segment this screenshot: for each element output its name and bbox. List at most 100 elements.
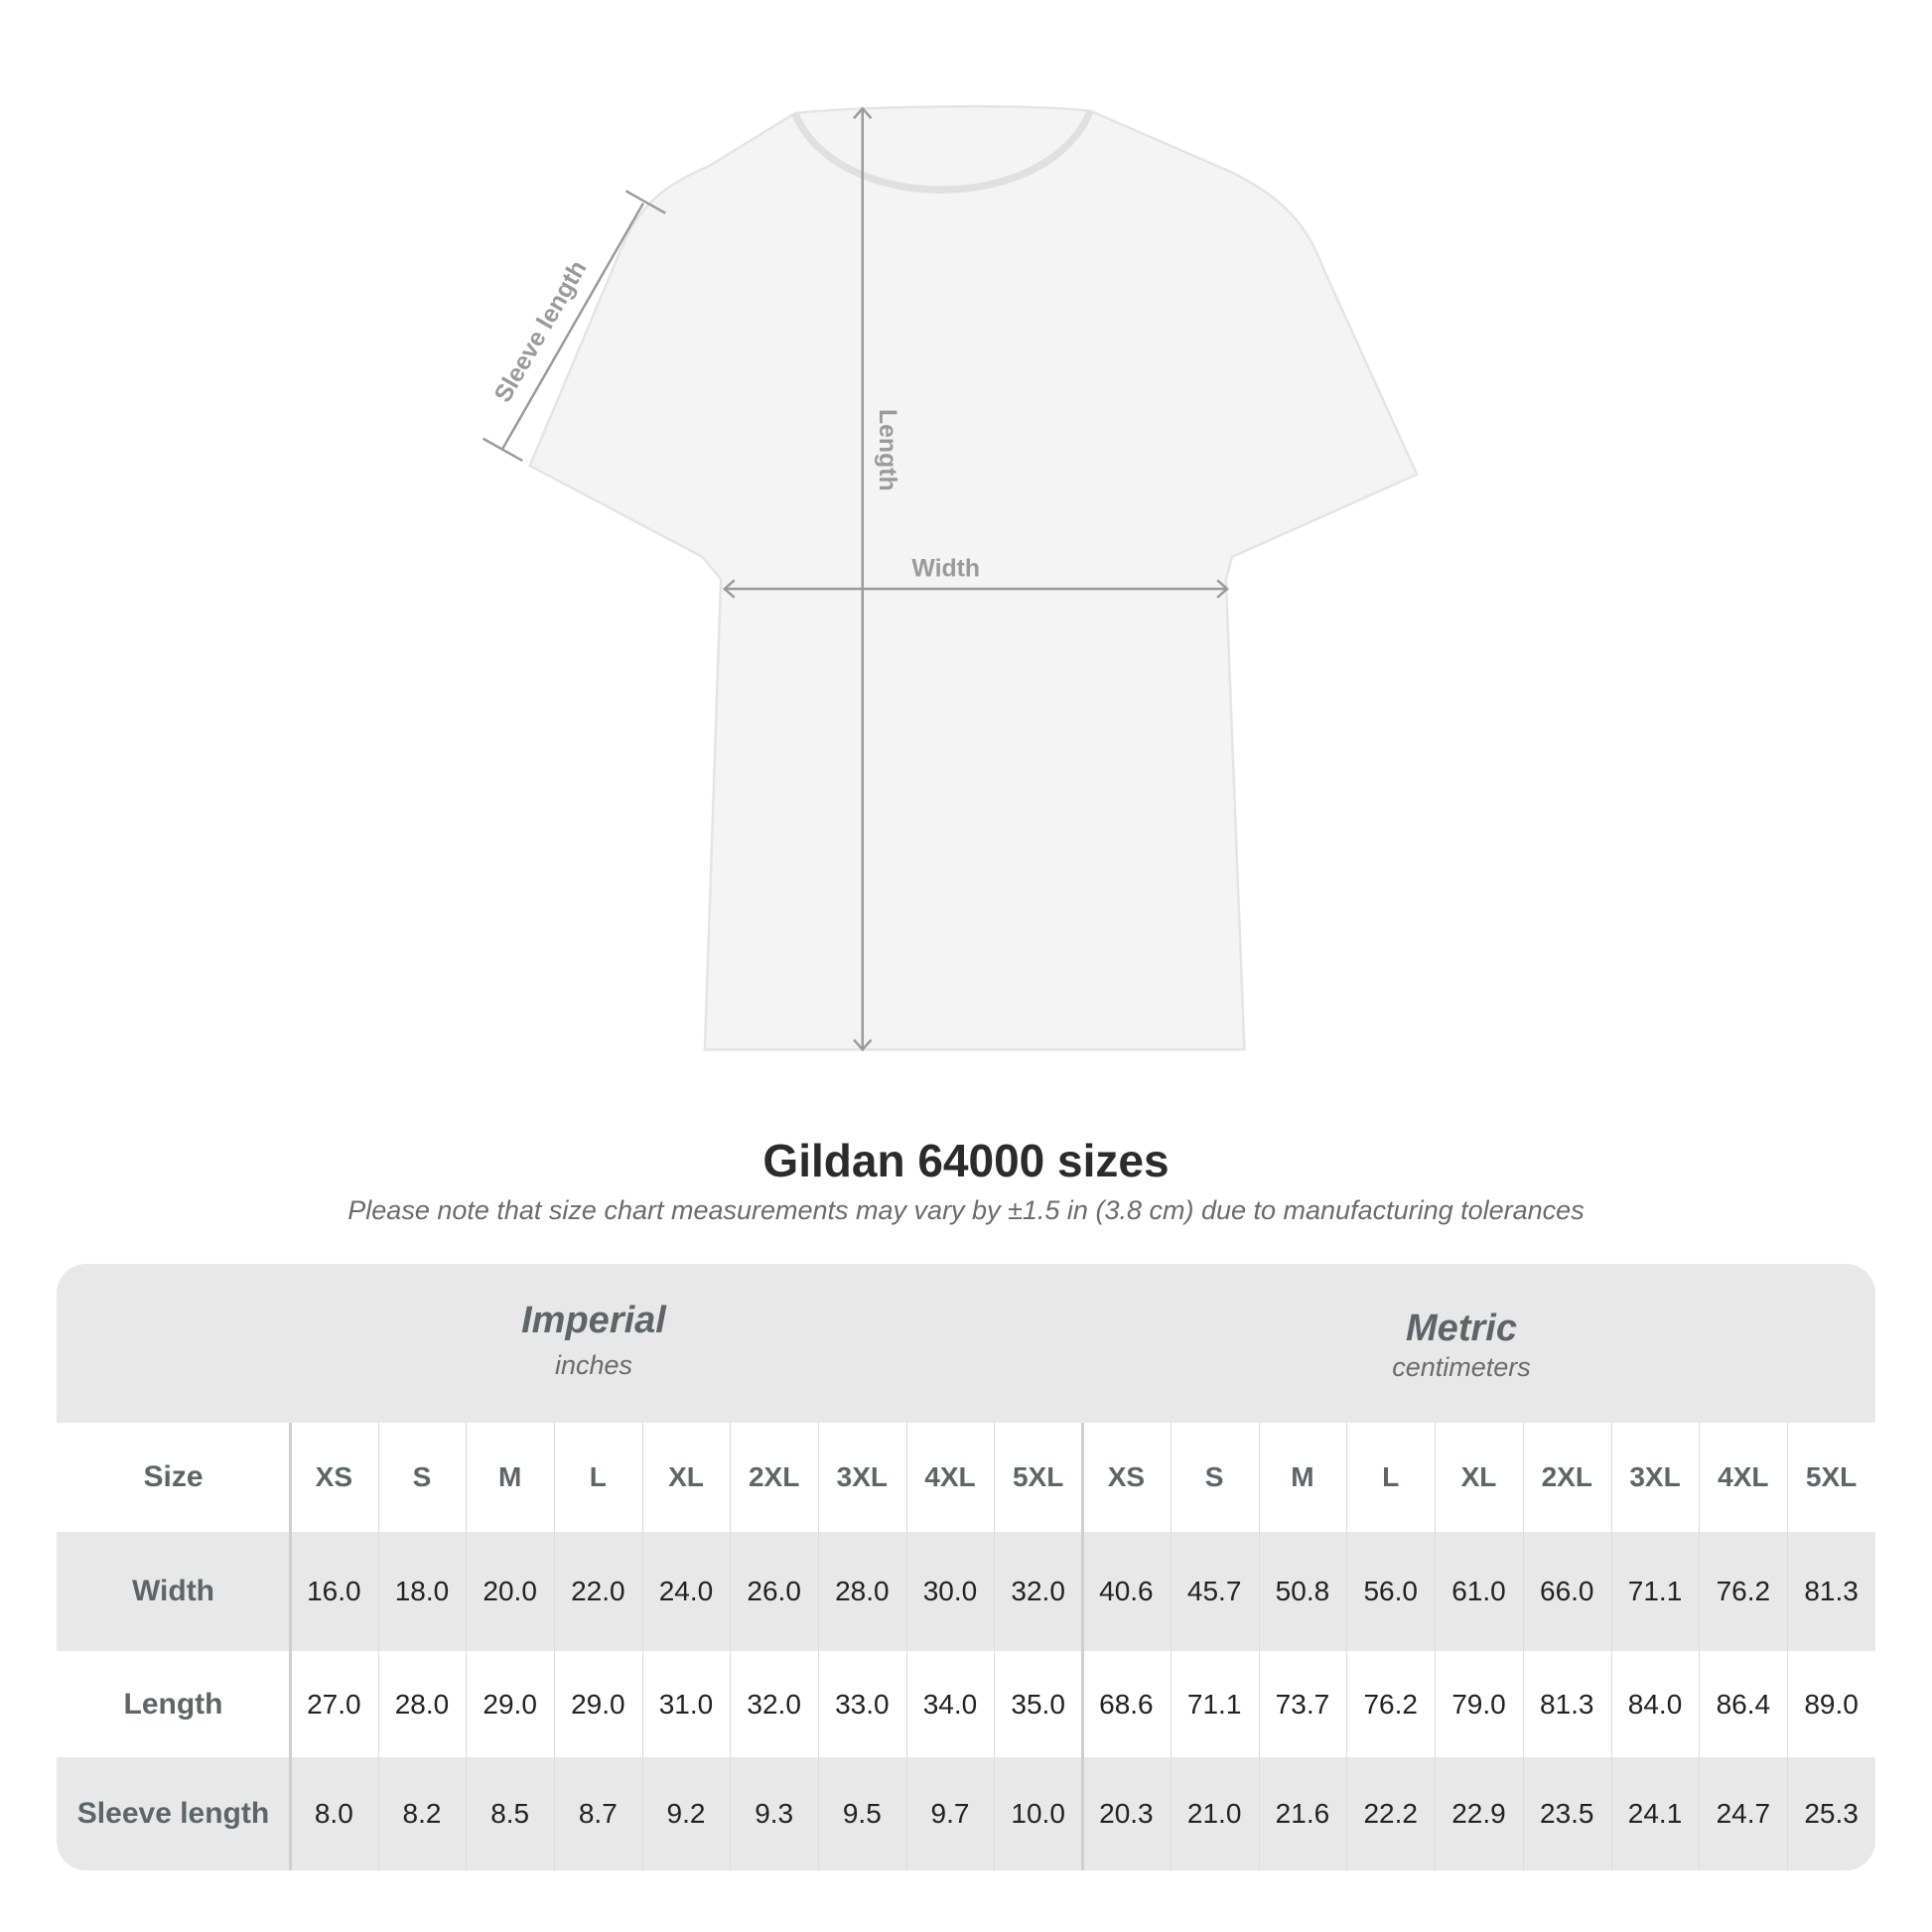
metric-value: 66.0 (1540, 1576, 1594, 1606)
metric-value: 23.5 (1540, 1798, 1594, 1829)
metric-value: 73.7 (1275, 1688, 1330, 1720)
imperial-unit: inches (554, 1350, 633, 1380)
size-metric-2XL: 2XL (1541, 1461, 1592, 1492)
column-divider (1170, 1423, 1172, 1870)
size-metric-S: S (1204, 1461, 1224, 1492)
row-label: Length (123, 1687, 223, 1721)
imperial-header: Imperial inches (246, 1300, 941, 1381)
imperial-value: 34.0 (922, 1688, 978, 1720)
metric-value: 24.7 (1716, 1798, 1771, 1829)
imperial-value: 10.0 (1011, 1798, 1065, 1829)
imperial-value: 9.3 (755, 1798, 794, 1829)
imperial-value: 16.0 (307, 1576, 361, 1606)
metric-value: 68.6 (1099, 1688, 1154, 1720)
imperial-value: 22.0 (571, 1576, 625, 1606)
column-divider (994, 1423, 996, 1870)
size-header: Size (143, 1460, 204, 1493)
column-divider (641, 1423, 643, 1870)
metric-header: Metric centimeters (1114, 1308, 1809, 1383)
imperial-value: 18.0 (394, 1576, 450, 1606)
length-arrow (853, 106, 873, 1052)
metric-value: 81.3 (1804, 1576, 1859, 1606)
size-imperial-XL: XL (668, 1461, 704, 1492)
imperial-value: 8.5 (490, 1798, 530, 1829)
metric-value: 50.8 (1275, 1576, 1330, 1606)
metric-value: 79.0 (1451, 1688, 1506, 1720)
imperial-value: 9.7 (930, 1798, 970, 1829)
width-label: Width (911, 556, 980, 583)
size-imperial-M: M (497, 1461, 522, 1492)
row-band (57, 1532, 1875, 1651)
imperial-value: 8.0 (314, 1798, 353, 1829)
size-metric-L: L (1382, 1461, 1400, 1492)
imperial-value: 35.0 (1011, 1688, 1065, 1720)
size-table: Imperial inches Metric centimeters Size X… (57, 1264, 1875, 1870)
column-divider (1699, 1423, 1701, 1870)
tolerance-note: Please note that size chart measurements… (347, 1195, 1585, 1225)
size-metric-3XL: 3XL (1629, 1461, 1681, 1492)
imperial-value: 20.0 (483, 1576, 537, 1606)
imperial-value: 27.0 (307, 1688, 361, 1720)
imperial-value: 9.2 (666, 1798, 706, 1829)
imperial-value: 28.0 (394, 1688, 450, 1720)
size-imperial-2XL: 2XL (748, 1461, 800, 1492)
metric-unit: centimeters (1392, 1352, 1531, 1382)
size-metric-XL: XL (1460, 1461, 1497, 1492)
section-divider (289, 1423, 292, 1870)
metric-value: 89.0 (1804, 1688, 1859, 1720)
imperial-value: 29.0 (571, 1688, 625, 1720)
column-divider (1258, 1423, 1260, 1870)
imperial-value: 24.0 (658, 1576, 714, 1606)
column-divider (1522, 1423, 1524, 1870)
metric-value: 71.1 (1627, 1576, 1683, 1606)
imperial-value: 29.0 (483, 1688, 537, 1720)
metric-value: 21.6 (1275, 1798, 1330, 1829)
column-divider (466, 1423, 468, 1870)
size-metric-5XL: 5XL (1805, 1461, 1858, 1492)
imperial-value: 8.2 (402, 1798, 442, 1829)
row-label: Width (131, 1575, 215, 1607)
size-imperial-5XL: 5XL (1012, 1461, 1064, 1492)
metric-value: 40.6 (1099, 1576, 1154, 1606)
column-divider (905, 1423, 907, 1870)
metric-value: 61.0 (1451, 1576, 1506, 1606)
metric-value: 84.0 (1627, 1688, 1683, 1720)
collar (791, 109, 1094, 194)
imperial-value: 33.0 (835, 1688, 890, 1720)
column-divider (554, 1423, 555, 1870)
size-imperial-3XL: 3XL (836, 1461, 888, 1492)
imperial-value: 30.0 (922, 1576, 978, 1606)
imperial-value: 32.0 (1011, 1576, 1065, 1606)
column-divider (1346, 1423, 1348, 1870)
row-label: Sleeve length (76, 1797, 270, 1830)
size-metric-4XL: 4XL (1718, 1461, 1769, 1492)
metric-value: 22.2 (1363, 1798, 1418, 1829)
chart-title: Gildan 64000 sizes (762, 1135, 1170, 1186)
metric-value: 86.4 (1716, 1688, 1771, 1720)
metric-value: 71.1 (1186, 1688, 1242, 1720)
imperial-value: 8.7 (578, 1798, 618, 1829)
column-divider (1435, 1423, 1437, 1870)
metric-value: 22.9 (1451, 1798, 1506, 1829)
header-band (57, 1264, 1875, 1423)
column-divider (730, 1423, 732, 1870)
imperial-title: Imperial (521, 1300, 666, 1341)
size-metric-XS: XS (1107, 1461, 1146, 1492)
size-imperial-4XL: 4XL (924, 1461, 976, 1492)
metric-title: Metric (1406, 1308, 1517, 1349)
column-divider (1610, 1423, 1612, 1870)
imperial-value: 31.0 (658, 1688, 714, 1720)
metric-value: 45.7 (1186, 1576, 1242, 1606)
imperial-value: 26.0 (747, 1576, 801, 1606)
row-band (57, 1757, 1875, 1870)
width-arrow (722, 579, 1229, 599)
metric-value: 24.1 (1627, 1798, 1683, 1829)
size-metric-M: M (1291, 1461, 1314, 1492)
size-imperial-S: S (412, 1461, 432, 1492)
metric-value: 56.0 (1363, 1576, 1418, 1606)
metric-value: 76.2 (1363, 1688, 1418, 1720)
imperial-value: 28.0 (835, 1576, 890, 1606)
metric-value: 20.3 (1099, 1798, 1154, 1829)
metric-value: 21.0 (1186, 1798, 1242, 1829)
section-divider (1081, 1423, 1084, 1870)
